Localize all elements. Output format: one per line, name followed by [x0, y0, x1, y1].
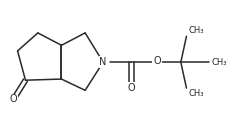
Text: N: N	[99, 57, 106, 67]
Text: CH₃: CH₃	[210, 58, 226, 67]
Text: O: O	[9, 94, 17, 104]
Text: O: O	[153, 56, 160, 66]
Text: CH₃: CH₃	[188, 26, 203, 35]
Text: CH₃: CH₃	[188, 89, 203, 98]
Text: O: O	[127, 83, 134, 93]
